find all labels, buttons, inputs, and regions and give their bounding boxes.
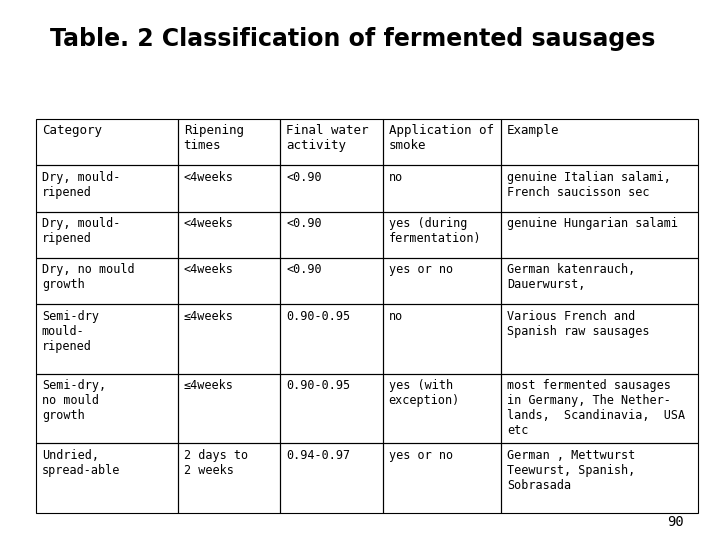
Bar bbox=[178, 165, 281, 212]
Bar bbox=[501, 443, 698, 513]
Bar bbox=[36, 258, 178, 305]
Text: ≤4weeks: ≤4weeks bbox=[184, 310, 233, 323]
Bar bbox=[501, 305, 698, 374]
Text: German , Mettwurst
Teewurst, Spanish,
Sobrasada: German , Mettwurst Teewurst, Spanish, So… bbox=[507, 449, 635, 492]
Bar bbox=[383, 212, 501, 258]
Text: Application of
smoke: Application of smoke bbox=[389, 124, 494, 152]
Text: most fermented sausages
in Germany, The Nether-
lands,  Scandinavia,  USA
etc: most fermented sausages in Germany, The … bbox=[507, 379, 685, 437]
Bar bbox=[383, 119, 501, 165]
Bar bbox=[383, 165, 501, 212]
Bar bbox=[178, 119, 281, 165]
Text: Category: Category bbox=[42, 124, 102, 137]
Text: ≤4weeks: ≤4weeks bbox=[184, 379, 233, 392]
Bar bbox=[501, 212, 698, 258]
Text: <4weeks: <4weeks bbox=[184, 217, 233, 230]
Text: 0.94-0.97: 0.94-0.97 bbox=[287, 449, 351, 462]
Text: <0.90: <0.90 bbox=[287, 171, 322, 184]
Text: Dry, mould-
ripened: Dry, mould- ripened bbox=[42, 217, 120, 245]
Text: 0.90-0.95: 0.90-0.95 bbox=[287, 379, 351, 392]
Text: German katenrauch,
Dauerwurst,: German katenrauch, Dauerwurst, bbox=[507, 264, 635, 291]
Bar bbox=[281, 119, 383, 165]
Text: Table. 2 Classification of fermented sausages: Table. 2 Classification of fermented sau… bbox=[50, 27, 656, 51]
Text: <0.90: <0.90 bbox=[287, 264, 322, 276]
Bar bbox=[501, 374, 698, 443]
Bar bbox=[36, 305, 178, 374]
Bar bbox=[281, 212, 383, 258]
Text: no: no bbox=[389, 310, 403, 323]
Text: Semi-dry
mould-
ripened: Semi-dry mould- ripened bbox=[42, 310, 99, 353]
Bar bbox=[383, 374, 501, 443]
Bar bbox=[383, 305, 501, 374]
Text: 0.90-0.95: 0.90-0.95 bbox=[287, 310, 351, 323]
Bar bbox=[501, 258, 698, 305]
Text: <4weeks: <4weeks bbox=[184, 171, 233, 184]
Bar bbox=[383, 258, 501, 305]
Text: <4weeks: <4weeks bbox=[184, 264, 233, 276]
Text: Dry, no mould
growth: Dry, no mould growth bbox=[42, 264, 135, 291]
Bar bbox=[383, 443, 501, 513]
Bar bbox=[281, 305, 383, 374]
Bar bbox=[178, 374, 281, 443]
Text: yes (during
fermentation): yes (during fermentation) bbox=[389, 217, 482, 245]
Bar bbox=[36, 443, 178, 513]
Text: genuine Italian salami,
French saucisson sec: genuine Italian salami, French saucisson… bbox=[507, 171, 671, 199]
Text: Ripening
times: Ripening times bbox=[184, 124, 243, 152]
Text: yes (with
exception): yes (with exception) bbox=[389, 379, 460, 407]
Text: Various French and
Spanish raw sausages: Various French and Spanish raw sausages bbox=[507, 310, 649, 338]
Text: yes or no: yes or no bbox=[389, 264, 453, 276]
Bar bbox=[36, 374, 178, 443]
Bar bbox=[281, 258, 383, 305]
Text: Example: Example bbox=[507, 124, 559, 137]
Bar bbox=[178, 305, 281, 374]
Text: genuine Hungarian salami: genuine Hungarian salami bbox=[507, 217, 678, 230]
Text: Dry, mould-
ripened: Dry, mould- ripened bbox=[42, 171, 120, 199]
Bar bbox=[501, 119, 698, 165]
Bar bbox=[36, 165, 178, 212]
Bar bbox=[178, 212, 281, 258]
Text: Semi-dry,
no mould
growth: Semi-dry, no mould growth bbox=[42, 379, 106, 422]
Bar bbox=[281, 165, 383, 212]
Text: no: no bbox=[389, 171, 403, 184]
Text: <0.90: <0.90 bbox=[287, 217, 322, 230]
Bar bbox=[36, 212, 178, 258]
Bar bbox=[281, 374, 383, 443]
Text: 2 days to
2 weeks: 2 days to 2 weeks bbox=[184, 449, 248, 477]
Text: yes or no: yes or no bbox=[389, 449, 453, 462]
Bar bbox=[178, 258, 281, 305]
Text: Undried,
spread-able: Undried, spread-able bbox=[42, 449, 120, 477]
Text: 90: 90 bbox=[667, 515, 684, 529]
Bar bbox=[36, 119, 178, 165]
Bar bbox=[501, 165, 698, 212]
Bar bbox=[281, 443, 383, 513]
Bar bbox=[178, 443, 281, 513]
Text: Final water
activity: Final water activity bbox=[287, 124, 369, 152]
